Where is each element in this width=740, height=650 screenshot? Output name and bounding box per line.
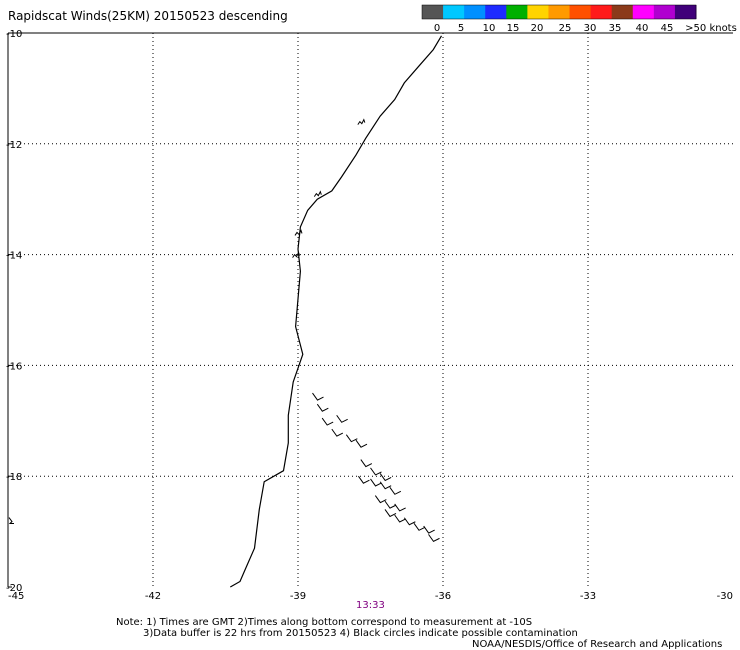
wind-barb — [374, 495, 387, 504]
legend-swatch — [464, 5, 486, 19]
wind-barb — [355, 439, 368, 448]
measurement-time-label: 13:33 — [356, 600, 385, 611]
coast-fragment — [8, 517, 14, 525]
wind-speed-legend: 0 5 10 15 20 25 30 35 40 45 >50 knots — [421, 4, 737, 34]
lon-label: -39 — [290, 591, 306, 600]
legend-swatch — [506, 5, 528, 19]
wind-barb — [413, 522, 426, 531]
legend-swatch — [674, 5, 697, 19]
lat-label: -14 — [6, 251, 22, 262]
legend-label: 10 — [483, 23, 496, 34]
lat-label: -20 — [6, 583, 22, 594]
wind-barb — [358, 475, 370, 484]
wind-barb — [360, 459, 373, 468]
wind-barb — [423, 525, 435, 534]
legend-label: 30 — [584, 23, 597, 34]
wind-barb — [316, 403, 329, 412]
wind-barb — [321, 417, 334, 426]
wind-barb — [394, 514, 406, 523]
wind-barb — [345, 434, 358, 443]
coastline-detail — [313, 190, 322, 197]
legend-swatch — [653, 5, 676, 19]
lat-label: -18 — [6, 472, 22, 483]
wind-barb — [370, 467, 382, 476]
wind-barb — [428, 534, 440, 543]
legend-label: >50 knots — [685, 23, 737, 34]
source-credit: NOAA/NESDIS/Office of Research and Appli… — [472, 639, 723, 650]
legend-label: 0 — [434, 23, 440, 34]
lat-label: -12 — [6, 140, 22, 151]
note-line-1: Note: 1) Times are GMT 2)Times along bot… — [116, 617, 533, 628]
lat-label: -10 — [6, 29, 22, 40]
coastline — [230, 35, 443, 588]
lon-label: -45 — [8, 591, 24, 600]
wind-barb — [403, 517, 416, 526]
legend-swatch — [569, 5, 592, 19]
wind-barb — [384, 509, 397, 518]
legend-label: 40 — [636, 23, 649, 34]
legend-swatch — [422, 5, 444, 19]
wind-barb — [312, 392, 324, 401]
wind-barb — [379, 481, 392, 490]
chart-title: Rapidscat Winds(25KM) 20150523 descendin… — [8, 9, 288, 23]
legend-label: 5 — [458, 23, 464, 34]
wind-barb — [394, 503, 406, 512]
legend-swatch — [485, 5, 507, 19]
legend-swatch — [443, 5, 465, 19]
wind-barb — [384, 500, 397, 509]
wind-barb — [370, 478, 382, 487]
legend-label: 25 — [559, 23, 572, 34]
wind-barb — [331, 428, 344, 437]
legend-swatch — [548, 5, 571, 19]
lon-label: -42 — [145, 591, 161, 600]
coastline-detail — [294, 229, 303, 236]
legend-swatch — [632, 5, 655, 19]
legend-label: 35 — [609, 23, 622, 34]
lon-label: -33 — [580, 591, 596, 600]
legend-swatch — [590, 5, 613, 19]
legend-label: 15 — [507, 23, 520, 34]
lat-label: -16 — [6, 361, 22, 372]
legend-swatch — [527, 5, 549, 19]
legend-frame — [421, 4, 697, 20]
wind-barb — [336, 414, 348, 423]
legend-swatch — [611, 5, 634, 19]
lon-label: -30 — [717, 591, 733, 600]
wind-barb — [389, 486, 402, 495]
lon-label: -36 — [435, 591, 451, 600]
note-line-2: 3)Data buffer is 22 hrs from 20150523 4)… — [143, 628, 578, 639]
legend-label: 45 — [661, 23, 674, 34]
coastline-detail — [357, 118, 366, 125]
legend-label: 20 — [531, 23, 544, 34]
wind-barb — [379, 473, 392, 482]
coastline-detail — [292, 251, 301, 258]
wind-map: -10 -12 -14 -16 -18 -20-45 -42 -39 -36 -33 -30 — [6, 29, 733, 600]
